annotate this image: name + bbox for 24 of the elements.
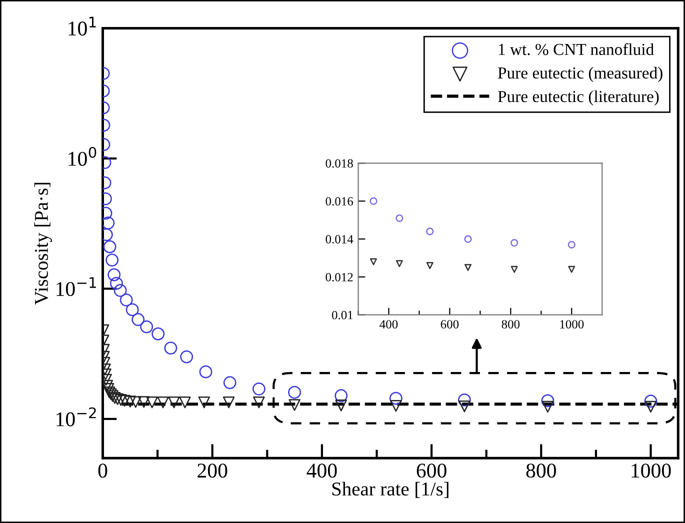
- x-tick-label: 400: [380, 320, 398, 329]
- x-tick-label: 200: [198, 464, 228, 478]
- x-tick-label: 400: [306, 464, 337, 478]
- y-tick-label: 10$^{−1}$: [56, 277, 96, 296]
- y-axis-title: Viscosity [Pa·s]: [34, 182, 52, 305]
- y-tick-label: 10$^{−2}$: [56, 407, 96, 426]
- x-tick-label: 600: [416, 464, 446, 478]
- x-tick-label: 800: [502, 320, 520, 329]
- legend-label: Pure eutectic (measured): [498, 66, 662, 82]
- x-tick-label: 800: [526, 464, 556, 478]
- y-tick-label: 10$^{1}$: [68, 16, 96, 36]
- y-tick-label: 0.014: [326, 235, 354, 244]
- legend-label: 1 wt. % CNT nanofluid: [498, 43, 654, 56]
- x-tick-label: 1000: [632, 464, 671, 478]
- x-tick-label: 1000: [560, 320, 584, 329]
- y-tick-label: 0.01: [332, 310, 353, 320]
- y-tick-label: 0.018: [326, 159, 353, 168]
- y-tick-label: 10$^{0}$: [68, 146, 96, 166]
- y-tick-label: 0.012: [326, 272, 353, 282]
- y-tick-label: 0.016: [326, 197, 354, 206]
- legend-label: Pure eutectic (literature): [498, 90, 659, 106]
- x-tick-label: 600: [440, 320, 459, 329]
- x-axis-title: Shear rate [1/s]: [332, 482, 448, 498]
- x-tick-label: 0: [98, 464, 108, 478]
